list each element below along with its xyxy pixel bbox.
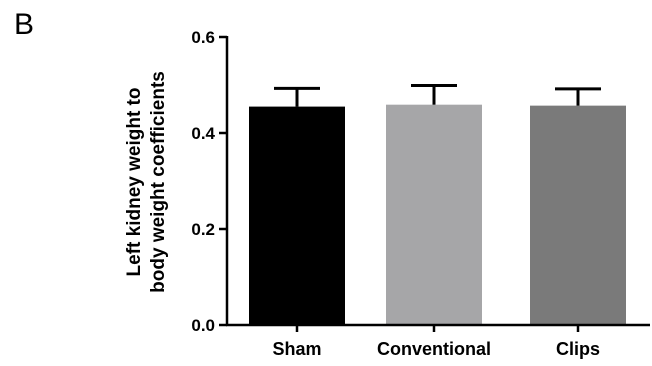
panel-label: B [14, 8, 34, 41]
bar-conventional [386, 104, 482, 326]
x-tick-label-clips: Clips [556, 339, 600, 359]
y-tick-label: 0.4 [191, 124, 215, 143]
y-axis-title-line-2: body weight coefficients [148, 71, 169, 293]
y-axis-title: Left kidney weight to body weight coeffi… [124, 71, 169, 293]
labels-layer: Sham Conventional Clips 0.0 0.2 0.4 0.6 [191, 28, 600, 359]
x-tick-label-conventional: Conventional [377, 339, 491, 359]
y-tick-label: 0.0 [191, 316, 215, 335]
axes-layer [219, 35, 650, 332]
y-axis-title-line-1: Left kidney weight to [124, 88, 145, 277]
x-tick-label-sham: Sham [272, 339, 321, 359]
bar-sham [249, 106, 345, 325]
y-tick-label: 0.2 [191, 220, 215, 239]
bars-layer [249, 104, 626, 326]
y-tick-label: 0.6 [191, 28, 215, 47]
bar-clips [530, 105, 626, 325]
error-bars-layer [274, 83, 601, 107]
